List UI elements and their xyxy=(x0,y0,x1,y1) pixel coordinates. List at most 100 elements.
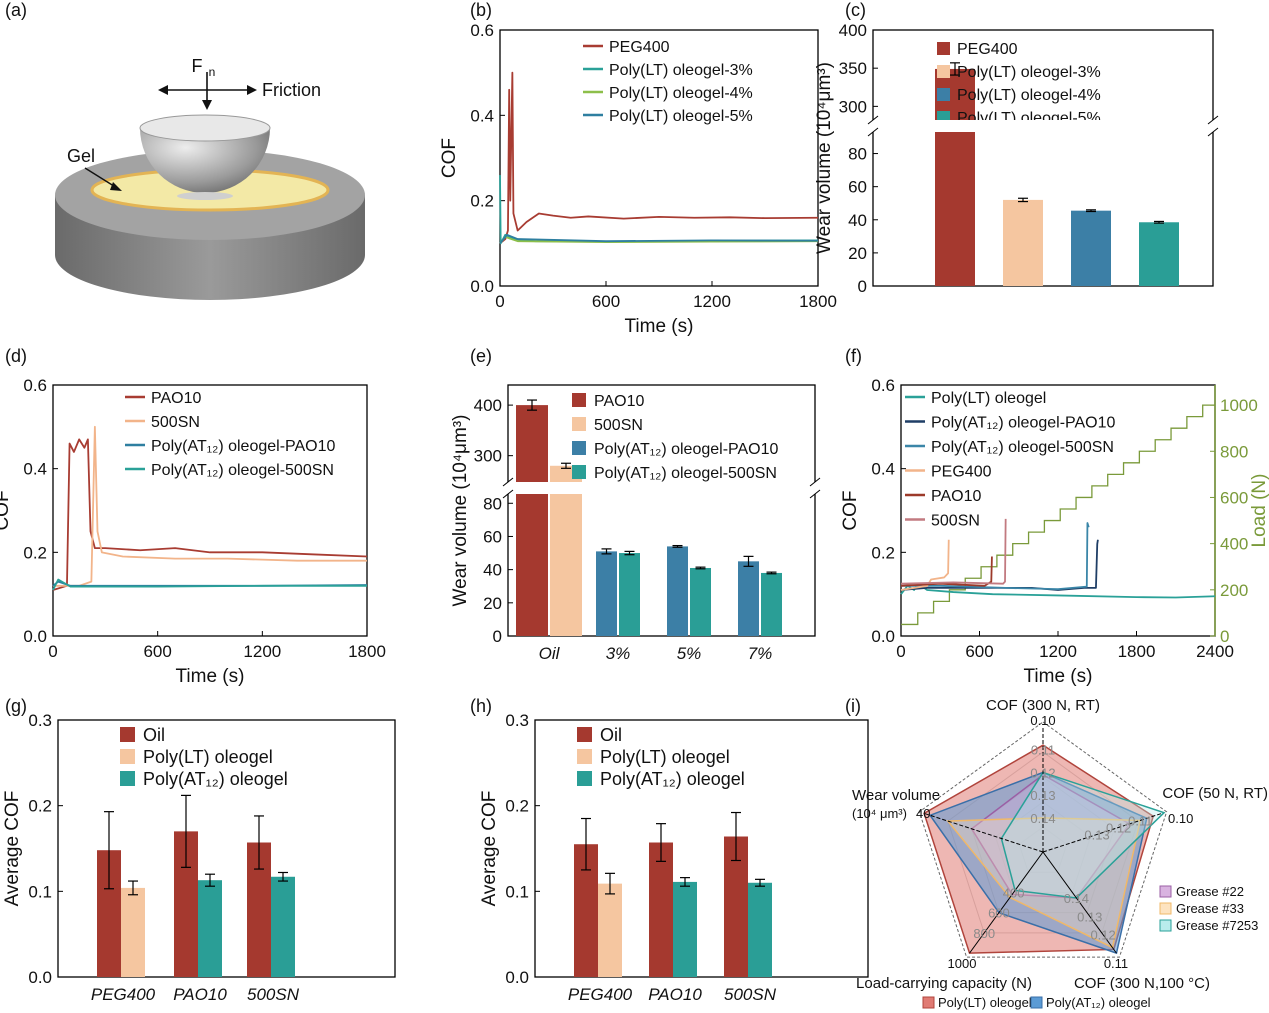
bar xyxy=(673,881,697,977)
bar xyxy=(667,546,688,636)
arrow-head xyxy=(247,85,257,95)
y-tick-label: 0.2 xyxy=(28,797,52,816)
bar xyxy=(271,876,295,977)
radar-tick-label: 40 xyxy=(916,806,930,821)
radar-tick-label: 0.13 xyxy=(1077,909,1102,924)
legend-label: Grease #33 xyxy=(1176,901,1244,916)
bar xyxy=(1071,210,1111,286)
x-tick-label: PAO10 xyxy=(648,985,702,1004)
y-axis-label: Average COF xyxy=(479,791,500,907)
axis-break-mark xyxy=(809,489,821,499)
legend-label: Poly(LT) oleogel xyxy=(600,747,730,767)
bar xyxy=(550,465,582,636)
series-line xyxy=(900,518,1007,585)
force-label: F xyxy=(192,56,203,76)
plot-frame xyxy=(52,384,368,637)
x-tick-label: 5% xyxy=(677,644,702,663)
legend-label: Poly(AT₁₂) oleogel xyxy=(600,769,745,789)
right-y-tick-label: 600 xyxy=(1220,488,1248,507)
x-tick-label: 0 xyxy=(495,292,504,311)
y-tick-label: 0 xyxy=(858,277,867,296)
ball-top xyxy=(139,114,271,142)
legend-label: 500SN xyxy=(931,513,980,530)
legend-label: Poly(AT₁₂) oleogel xyxy=(1046,995,1151,1010)
y-tick-label: 0.6 xyxy=(871,376,895,395)
x-tick-label: 600 xyxy=(143,642,171,661)
radar-series-polygon xyxy=(928,771,1148,955)
series-line xyxy=(52,578,367,591)
radar-tick-label: 0.12 xyxy=(1090,928,1115,943)
radar-tick-label: 0.13 xyxy=(1084,827,1109,842)
x-axis-label: Time (s) xyxy=(1024,666,1093,687)
chart-panel-f: 0 600 1200 1800 2400 0.0 0.2 0.4 0.6 Time (s) COF 0… xyxy=(840,376,1269,687)
legend-label: Poly(AT₁₂) oleogel-PAO10 xyxy=(151,438,336,455)
x-tick-label: 500SN xyxy=(724,985,777,1004)
y-axis-label: COF xyxy=(840,490,861,530)
y-tick-label: 0.0 xyxy=(505,968,529,987)
x-tick-label: 1200 xyxy=(243,642,281,661)
legend-label: Poly(AT₁₂) oleogel-PAO10 xyxy=(594,441,779,458)
arrow-head xyxy=(202,100,212,110)
y-tick-label: 0.2 xyxy=(470,192,494,211)
radar-axis xyxy=(923,812,1044,853)
contact-shadow xyxy=(177,192,233,200)
legend-label: Oil xyxy=(143,725,165,745)
legend-label: 500SN xyxy=(151,414,200,431)
y-tick-label: 400 xyxy=(839,21,867,40)
radar-tick-label: 0.12 xyxy=(1106,820,1131,835)
radar-axis xyxy=(1042,851,1117,954)
chart-panel-d: 0 600 1200 1800 0.0 0.2 0.4 0.6 Time (s) COF PAO10… xyxy=(0,376,386,687)
radar-tick-label: 600 xyxy=(988,906,1010,921)
radar-axis-label: COF (300 N,100 °C) xyxy=(1074,975,1210,992)
y-tick-label: 40 xyxy=(483,561,502,580)
y-axis-label: COF xyxy=(439,138,460,178)
legend-label: Poly(AT₁₂) oleogel xyxy=(143,769,288,789)
x-tick-label: 500SN xyxy=(247,985,300,1004)
legend-label: Poly(AT₁₂) oleogel-500SN xyxy=(151,462,334,479)
y-tick-label: 0.1 xyxy=(505,882,529,901)
chart-panel-c: PEG400 Poly(LT) oleogel-3% Poly(LT) oleoge… xyxy=(814,21,1219,296)
radar-axis-label: Load-carrying capacity (N) xyxy=(856,975,1032,992)
axis-break-gap xyxy=(505,482,818,494)
bar xyxy=(748,882,772,977)
series-line xyxy=(499,233,819,244)
legend-swatch xyxy=(1159,902,1172,915)
y-tick-label: 0.4 xyxy=(23,460,47,479)
series-line xyxy=(900,539,950,591)
legend-label: Poly(LT) oleogel xyxy=(938,995,1032,1010)
y-tick-label: 0.0 xyxy=(28,968,52,987)
radar-tick-label: 0.11 xyxy=(1128,813,1152,828)
x-tick-label: 1800 xyxy=(348,642,386,661)
legend-swatch xyxy=(937,88,950,101)
y-tick-label: 0.4 xyxy=(871,460,895,479)
y-axis-label: Average COF xyxy=(2,791,23,907)
gel-label: Gel xyxy=(67,146,95,166)
x-tick-label: 600 xyxy=(965,642,993,661)
x-tick-label: 0 xyxy=(48,642,57,661)
bar xyxy=(1003,199,1043,286)
axis-break-gap xyxy=(870,120,1216,132)
bar xyxy=(649,842,673,977)
bar xyxy=(598,883,622,977)
axis-break-mark xyxy=(502,477,514,487)
panel-label: (a) xyxy=(5,0,27,20)
legend-label: Poly(LT) oleogel xyxy=(931,390,1046,407)
x-tick-label: Oil xyxy=(539,644,561,663)
legend-label: Poly(AT₁₂) oleogel-500SN xyxy=(931,439,1114,456)
gel-pointer-arrow xyxy=(84,167,118,189)
radar-tick-label: 0.12 xyxy=(1030,765,1055,780)
axis-break-mark xyxy=(502,489,514,499)
legend-swatch xyxy=(572,465,586,479)
y-tick-label: 20 xyxy=(483,594,502,613)
y-axis-label: Wear volume (10⁴μm³) xyxy=(814,62,835,254)
arrow-head xyxy=(158,85,168,95)
legend-label: Grease #22 xyxy=(1176,884,1244,899)
x-tick-label: 1800 xyxy=(1118,642,1156,661)
plot-frame xyxy=(499,29,819,287)
x-tick-label: 1200 xyxy=(1039,642,1077,661)
x-tick-label: PEG400 xyxy=(91,985,156,1004)
right-y-tick-label: 0 xyxy=(1220,627,1229,646)
x-tick-label: PEG400 xyxy=(568,985,633,1004)
radar-tick-label: 1000 xyxy=(948,956,977,971)
